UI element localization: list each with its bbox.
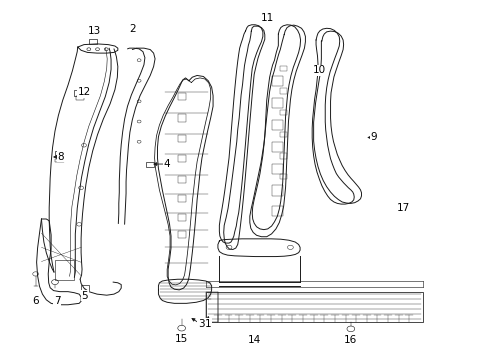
Text: 16: 16: [344, 335, 357, 345]
Text: 7: 7: [54, 296, 60, 306]
Bar: [178, 93, 186, 100]
Text: 9: 9: [370, 132, 377, 143]
Bar: [205, 292, 423, 323]
Bar: [279, 153, 286, 159]
Text: 11: 11: [261, 13, 274, 23]
Text: 5: 5: [81, 291, 88, 301]
Text: 1: 1: [204, 319, 211, 329]
Bar: [76, 96, 84, 100]
Text: 2: 2: [129, 24, 135, 34]
Bar: [145, 162, 153, 167]
Bar: [279, 110, 286, 116]
Bar: [178, 195, 186, 202]
Bar: [81, 285, 89, 290]
Bar: [279, 174, 286, 179]
Bar: [178, 114, 186, 122]
Text: 3: 3: [197, 319, 204, 329]
Bar: [74, 90, 85, 96]
Bar: [205, 292, 218, 323]
Bar: [178, 231, 186, 238]
Text: 4: 4: [163, 159, 170, 169]
Bar: [271, 206, 283, 216]
Bar: [271, 76, 283, 86]
Text: 14: 14: [247, 335, 260, 345]
Bar: [55, 151, 63, 155]
Bar: [279, 66, 286, 71]
Bar: [178, 155, 186, 162]
Text: 15: 15: [175, 334, 188, 345]
Bar: [279, 88, 286, 94]
Text: 10: 10: [312, 65, 325, 75]
Bar: [57, 155, 62, 159]
Bar: [271, 164, 283, 174]
Text: 17: 17: [396, 203, 409, 213]
Text: 12: 12: [77, 87, 90, 97]
Bar: [271, 120, 283, 130]
Bar: [55, 260, 74, 280]
Bar: [271, 98, 283, 108]
Bar: [55, 159, 63, 162]
Text: 6: 6: [32, 296, 39, 306]
Text: 13: 13: [88, 26, 101, 36]
Bar: [178, 135, 186, 142]
Bar: [178, 176, 186, 183]
Bar: [89, 39, 96, 44]
Text: 8: 8: [58, 152, 64, 162]
Bar: [271, 142, 283, 152]
Bar: [271, 185, 283, 195]
Bar: [279, 132, 286, 138]
Bar: [178, 214, 186, 221]
